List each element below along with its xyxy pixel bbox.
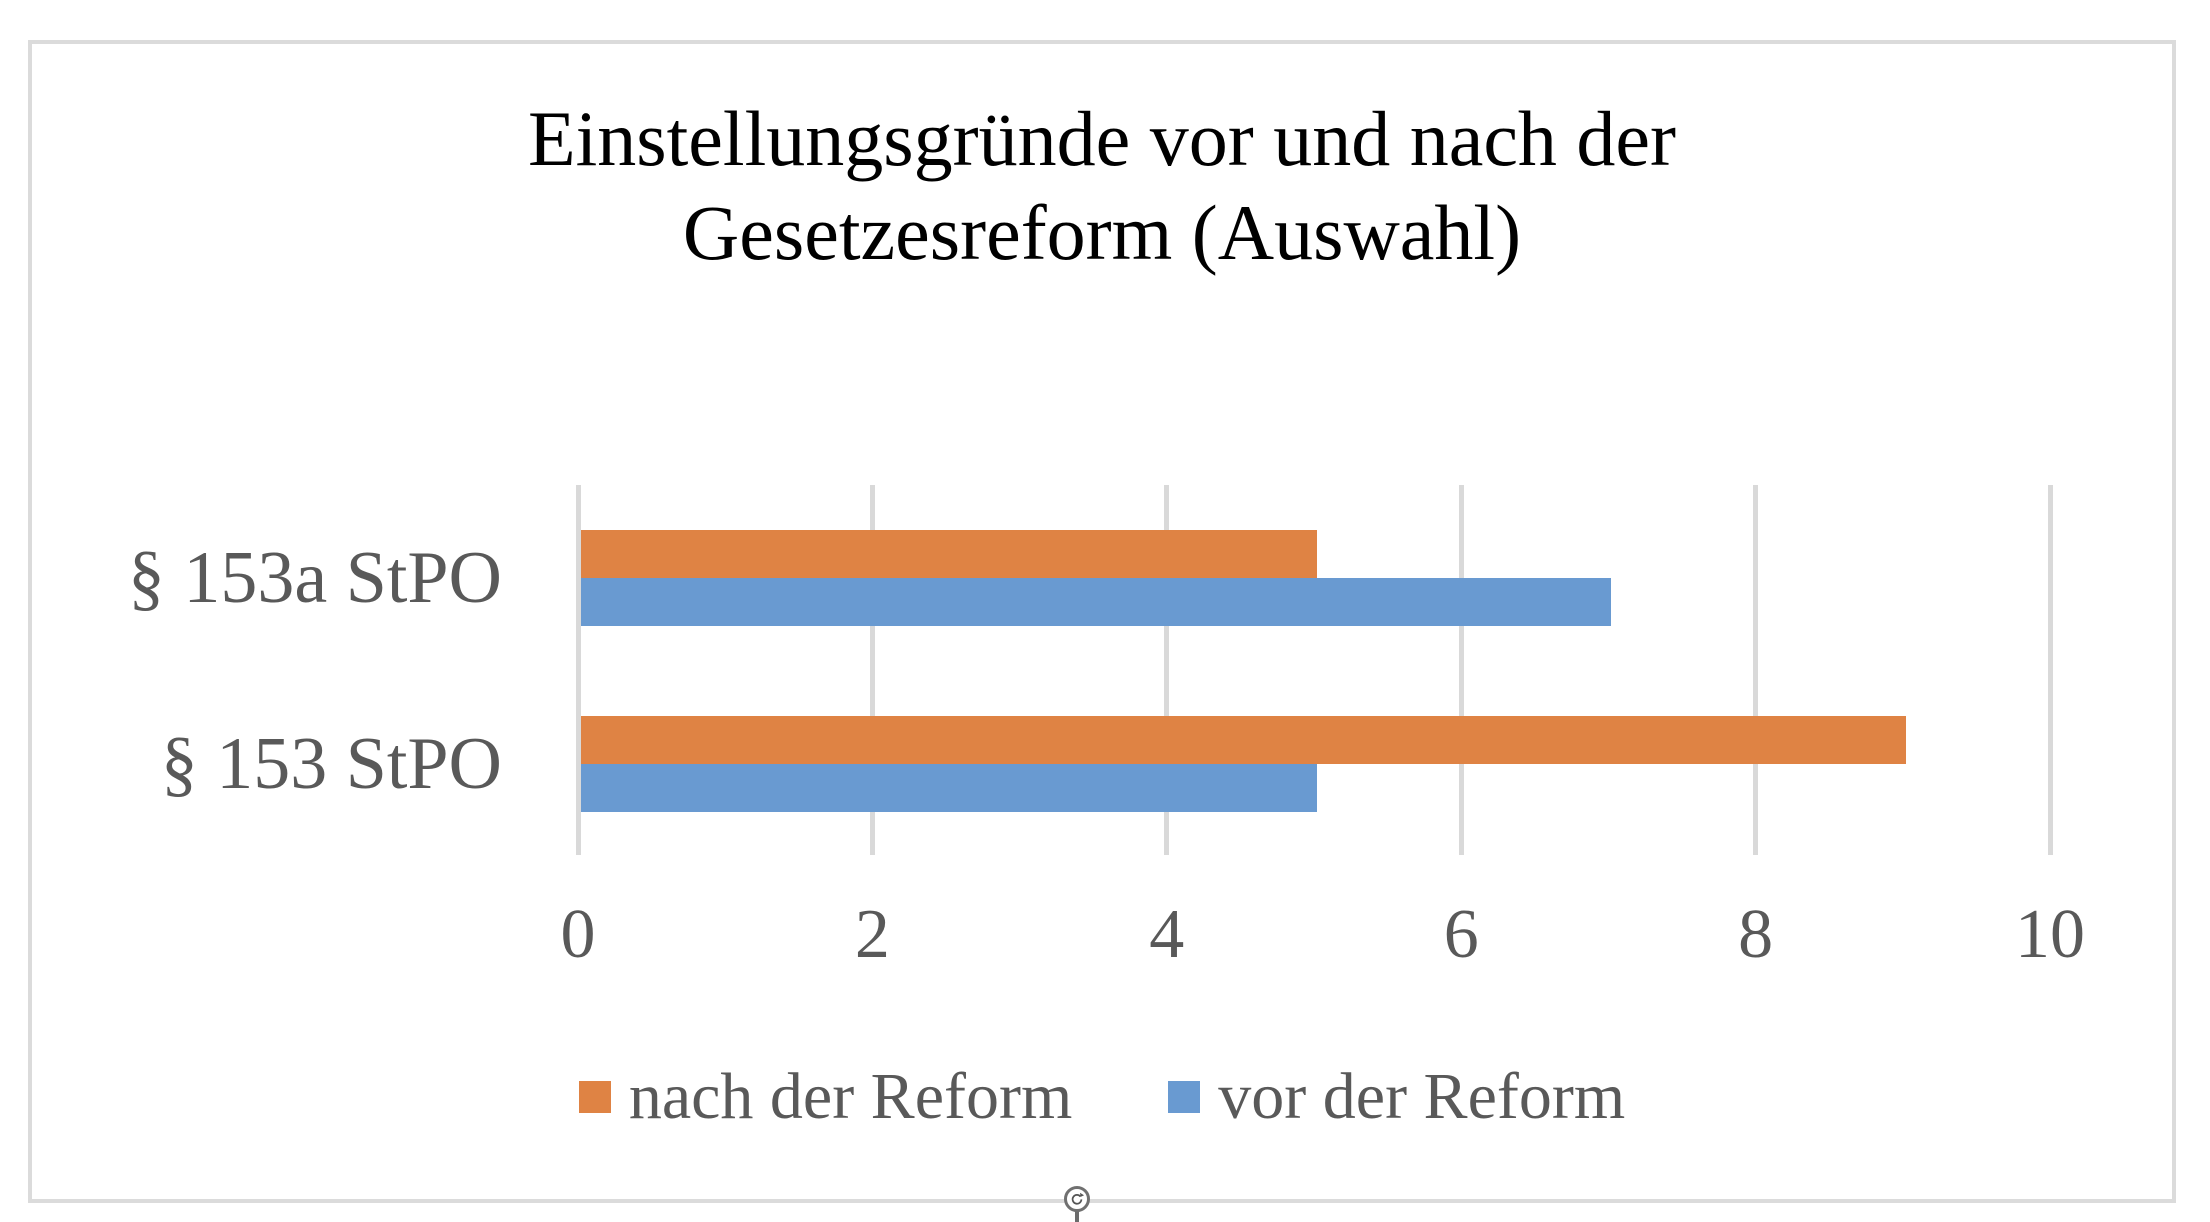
legend-label: nach der Reform [628,1060,1073,1133]
chart-legend[interactable]: nach der Reform vor der Reform [32,1064,2172,1130]
plot-area: 0 2 4 6 8 10 § 153a StPO § 153 StPO [32,44,2172,1199]
x-axis-tick-label-8[interactable]: 8 [1738,896,1774,973]
gridline-x-8 [1753,485,1759,855]
x-axis-tick-label-0[interactable]: 0 [560,896,596,973]
legend-label: vor der Reform [1218,1060,1626,1133]
chart-title[interactable]: Einstellungsgründe vor und nach der Gese… [32,92,2172,280]
x-axis-tick-label-6[interactable]: 6 [1443,896,1479,973]
legend-swatch-icon [1168,1081,1201,1113]
bar-nach-der-reform-cat2[interactable] [581,716,1906,764]
gridline-x-2 [869,485,875,855]
gridline-x-10 [2047,485,2053,855]
x-axis-tick-label-2[interactable]: 2 [854,896,890,973]
rotate-handle[interactable] [1064,1186,1090,1212]
legend-entry-1[interactable]: nach der Reform [578,1060,1073,1133]
x-axis-tick-label-4[interactable]: 4 [1149,896,1185,973]
category-label-1[interactable]: § 153a StPO [127,537,502,619]
legend-entry-2[interactable]: vor der Reform [1168,1064,1625,1130]
chart-title-line-2: Gesetzesreform (Auswahl) [682,189,1522,276]
legend-swatch-icon [578,1081,611,1113]
bar-nach-der-reform-cat1[interactable] [581,530,1317,578]
x-axis-tick-label-10[interactable]: 10 [2015,896,2085,973]
bar-vor-der-reform-cat1[interactable] [581,578,1612,626]
chart-title-line-1: Einstellungsgründe vor und nach der [527,95,1677,182]
chart-object-frame[interactable]: Einstellungsgründe vor und nach der Gese… [28,40,2176,1203]
gridline-x-4 [1164,485,1170,855]
gridline-x-6 [1458,485,1464,855]
rotate-clockwise-icon [1071,1192,1085,1205]
category-label-2[interactable]: § 153 StPO [160,723,502,805]
gridline-x-0 [575,485,581,855]
bar-vor-der-reform-cat2[interactable] [581,764,1317,812]
